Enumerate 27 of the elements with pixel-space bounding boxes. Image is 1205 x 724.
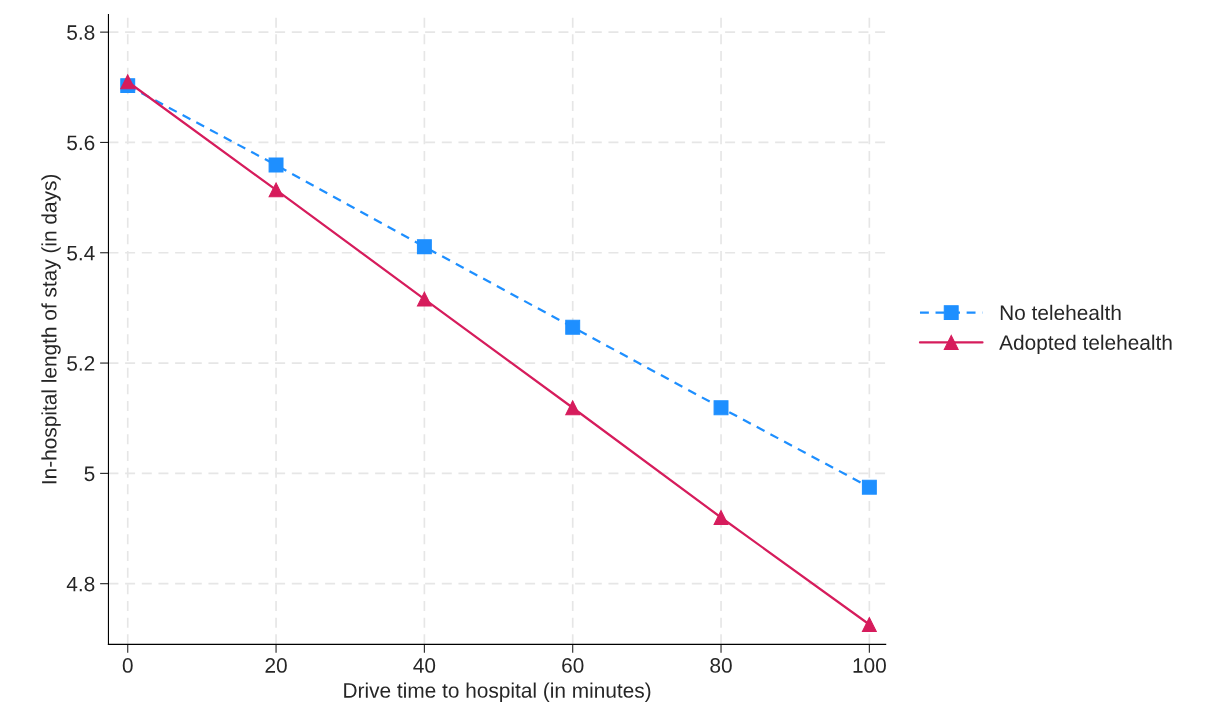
point — [861, 617, 877, 632]
point — [713, 510, 729, 525]
x-tick-label: 100 — [853, 658, 886, 673]
y-tick-label: 5.6 — [67, 135, 95, 151]
point — [861, 479, 877, 495]
x-axis-title: Drive time to hospital (in minutes) — [344, 682, 651, 702]
point — [713, 400, 729, 416]
point — [268, 182, 284, 198]
point — [120, 74, 136, 90]
point — [416, 239, 432, 255]
point — [565, 319, 581, 335]
y-tick-label: 4.8 — [66, 576, 95, 592]
legend-label: Adopted telehealth — [999, 334, 1172, 355]
point — [416, 291, 432, 307]
point — [268, 157, 284, 173]
x-tick-label: 40 — [413, 658, 436, 673]
x-tick-label: 60 — [562, 658, 584, 673]
x-tick-label: 80 — [710, 658, 732, 673]
y-tick-label: 5.4 — [67, 245, 95, 261]
legend-label: No telehealth — [1000, 304, 1121, 321]
y-tick-label: 5.8 — [67, 25, 95, 40]
y-axis-title: In-hospital length of stay (in days) — [41, 174, 61, 484]
y-tick-label: 5.2 — [67, 356, 95, 371]
y-tick-label: 5 — [84, 466, 95, 482]
x-tick-label: 0 — [122, 658, 133, 673]
x-tick-label: 20 — [265, 658, 287, 673]
point — [565, 400, 581, 416]
